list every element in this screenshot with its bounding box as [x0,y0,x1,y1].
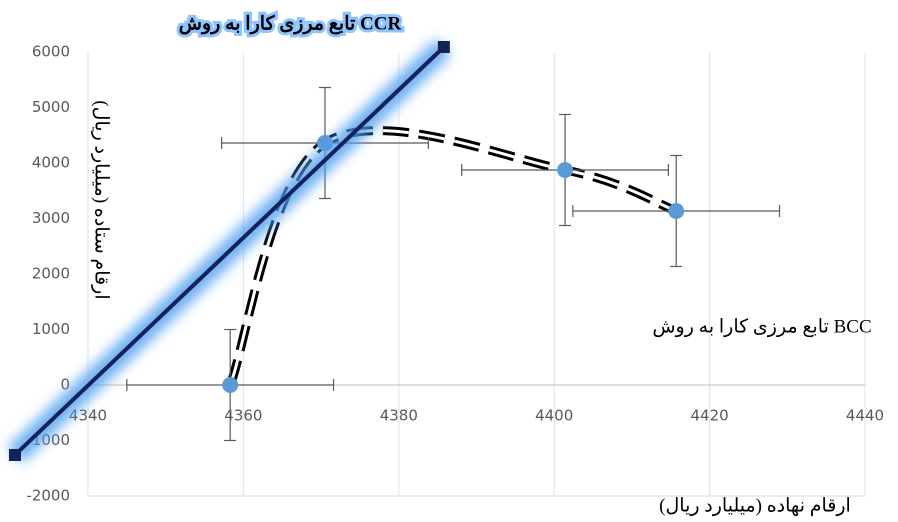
line [13,45,446,457]
point [668,203,685,220]
y-tick-label: 3000 [32,209,70,227]
x-tick-label: 4420 [691,407,729,425]
x-tick-label: 4380 [380,407,418,425]
point [557,161,574,178]
x-tick-label: 4340 [69,407,107,425]
y-axis-label: ارقام ستاده (میلیارد ریال) [91,100,112,299]
x-tick-label: 4400 [535,407,573,425]
y-tick-label: 0 [60,376,70,394]
marker [437,41,450,54]
x-axis-label: ارقام نهاده (میلیارد ریال) [659,495,851,516]
x-tick-label: 4440 [846,407,884,425]
y-tick-label: 1000 [32,320,70,338]
y-tick-label: 6000 [32,43,70,61]
y-tick-label: -2000 [26,487,70,505]
chart-title: تابع مرزی کارا به روش CCR [179,13,402,34]
x-tick-label: 4360 [224,407,262,425]
y-tick-label: 4000 [32,154,70,172]
point [222,377,239,393]
marker [8,448,21,461]
curve [228,129,677,386]
y-tick-label: 2000 [32,265,70,283]
y-tick-label: 5000 [32,98,70,116]
curve-outline [225,126,678,387]
annotation: تابع مرزی کارا به روش BCC [652,316,871,337]
